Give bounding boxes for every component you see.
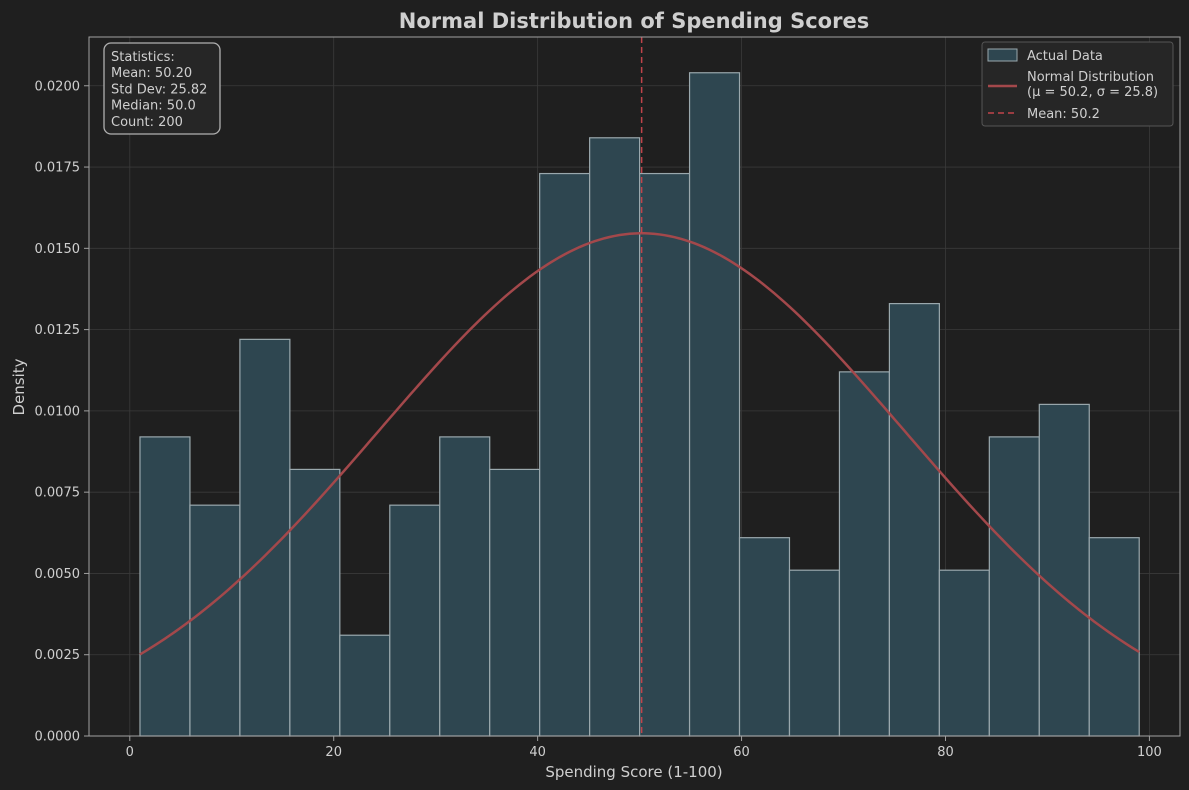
chart-title: Normal Distribution of Spending Scores: [399, 9, 869, 33]
y-axis-label: Density: [10, 358, 28, 415]
statistics-line: Count: 200: [111, 115, 183, 130]
statistics-line: Mean: 50.20: [111, 66, 192, 81]
legend: Actual Data Normal Distribution (μ = 50.2,…: [981, 41, 1174, 127]
histogram-bar: [439, 436, 491, 737]
histogram-bar: [638, 172, 691, 737]
legend-frame: [981, 41, 1174, 127]
y-axis-ticks: 0.0000 0.0025 0.0050 0.0075 0.0100 0.0125 0.01…: [35, 79, 89, 745]
y-tick-label: 0.0125: [35, 323, 81, 338]
x-tick-label: 80: [937, 745, 954, 760]
y-tick-label: 0.0175: [35, 161, 81, 176]
x-tick-label: 60: [733, 745, 750, 760]
legend-label-actual-data: Actual Data: [1027, 49, 1103, 64]
x-tick-label: 100: [1137, 745, 1162, 760]
legend-label-line: Normal Distribution: [1027, 70, 1154, 85]
histogram-bar: [888, 302, 940, 737]
histogram-bar: [539, 172, 591, 737]
histogram-bar: [988, 436, 1040, 737]
legend-label-line: (μ = 50.2, σ = 25.8): [1027, 85, 1158, 100]
histogram-bar: [838, 371, 891, 737]
y-tick-label: 0.0100: [35, 404, 81, 419]
histogram-bar: [1038, 403, 1090, 737]
y-tick-label: 0.0050: [35, 567, 81, 582]
histogram-bar: [189, 504, 241, 737]
x-tick-label: 20: [325, 745, 342, 760]
histogram-bar: [788, 569, 841, 737]
legend-label-normal-distribution: Normal Distribution (μ = 50.2, σ = 25.8): [1027, 70, 1158, 100]
statistics-line: Std Dev: 25.82: [111, 82, 207, 97]
histogram-bar: [389, 504, 441, 737]
x-tick-label: 0: [126, 745, 134, 760]
y-tick-label: 0.0025: [35, 648, 81, 663]
histogram-bar: [688, 72, 741, 737]
statistics-box-frame: [103, 42, 221, 135]
histogram-bar: [738, 537, 791, 737]
y-tick-label: 0.0150: [35, 242, 81, 257]
x-tick-label: 40: [529, 745, 546, 760]
histogram-bar: [938, 569, 990, 737]
x-axis-label: Spending Score (1-100): [545, 763, 722, 781]
statistics-line: Statistics:: [111, 50, 175, 65]
y-tick-label: 0.0000: [35, 730, 81, 745]
y-tick-label: 0.0200: [35, 79, 81, 94]
histogram-bar: [339, 634, 391, 737]
x-axis-ticks: 0 20 40 60 80 100: [126, 736, 1162, 760]
statistics-line: Median: 50.0: [111, 99, 196, 114]
normal-curve-line: [139, 232, 1140, 656]
axes-frame: [88, 36, 1181, 737]
histogram-bar: [589, 137, 641, 737]
histogram-bars: [139, 72, 1140, 737]
legend-label-mean: Mean: 50.2: [1027, 107, 1100, 122]
y-tick-label: 0.0075: [35, 486, 81, 501]
histogram-bar: [489, 468, 541, 737]
histogram-bar: [139, 436, 191, 737]
histogram-bar: [289, 468, 341, 737]
legend-swatch-actual-data: [987, 48, 1018, 62]
